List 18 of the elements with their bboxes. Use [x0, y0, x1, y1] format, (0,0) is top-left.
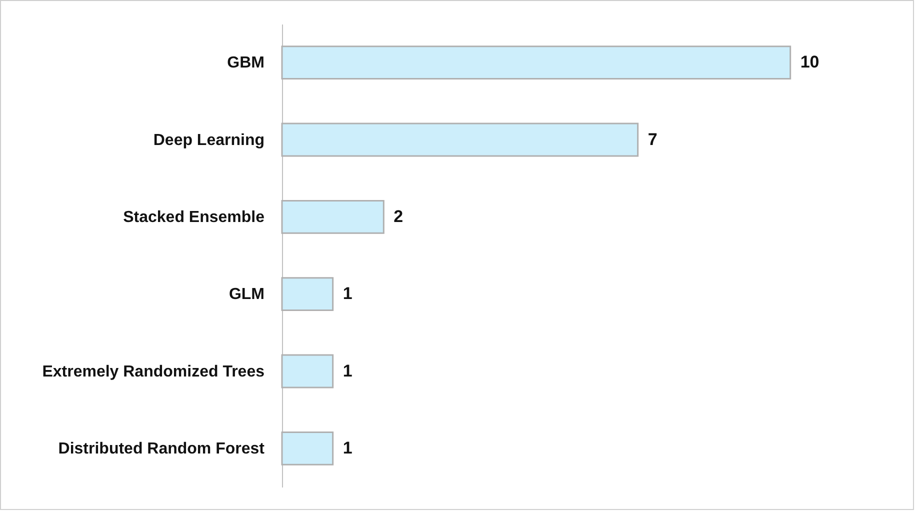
bar: [281, 122, 639, 157]
bar: [281, 200, 384, 234]
y-tick-label: Stacked Ensemble: [123, 208, 265, 226]
bar: [281, 431, 334, 466]
data-label: 1: [342, 284, 352, 304]
y-tick-label: Extremely Randomized Trees: [42, 363, 265, 380]
bar: [281, 277, 334, 312]
bar: [281, 354, 334, 388]
y-tick-label: GBM: [227, 54, 264, 72]
data-label: 1: [342, 361, 352, 380]
data-label: 1: [342, 438, 352, 458]
y-tick-label: GLM: [228, 286, 264, 304]
bar: [281, 46, 792, 80]
data-label: 2: [394, 206, 404, 226]
y-tick-label: Distributed Random Forest: [58, 440, 266, 458]
y-tick-label: Deep Learning: [153, 132, 264, 149]
data-label: 10: [800, 52, 820, 72]
data-label: 7: [648, 130, 658, 149]
